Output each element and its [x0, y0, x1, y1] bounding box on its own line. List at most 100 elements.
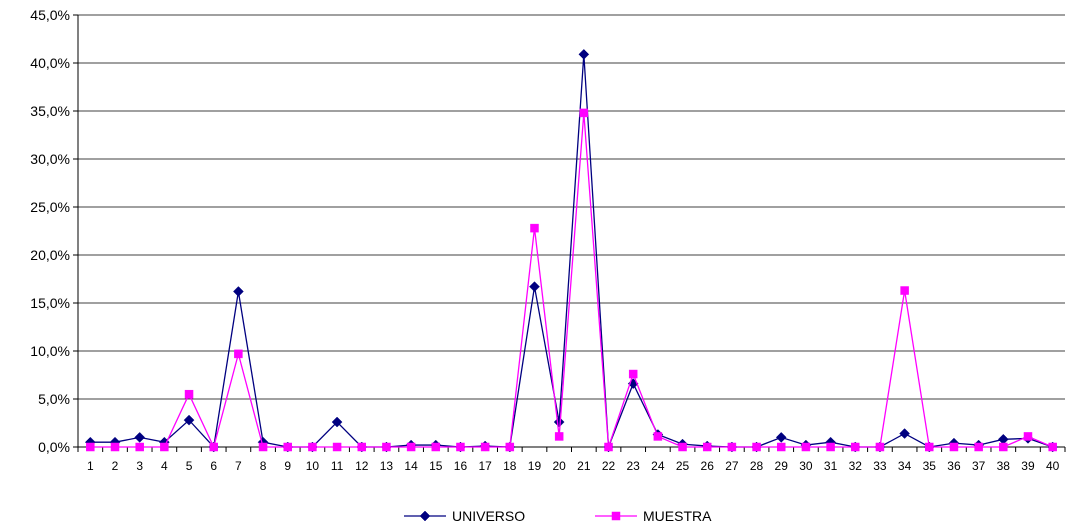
data-point-muestra — [776, 442, 786, 452]
series-line-universo — [90, 54, 1053, 449]
data-point-muestra — [160, 442, 169, 452]
data-point-muestra — [86, 442, 95, 452]
data-point-muestra — [925, 442, 934, 452]
y-axis-ticks: 0,0% 5,0% 10,0% 15,0% 20,0% 25,0% 30,0% 35,0% 40… — [30, 7, 70, 455]
y-tick-label: 40,0% — [30, 55, 70, 71]
x-tick-label: 4 — [161, 459, 168, 473]
x-tick-label: 33 — [873, 459, 887, 473]
data-point-muestra — [702, 442, 712, 452]
x-tick-label: 24 — [651, 459, 665, 473]
data-point-muestra — [530, 223, 539, 233]
x-tick-label: 26 — [701, 459, 715, 473]
data-point-muestra — [875, 442, 885, 452]
data-point-muestra — [653, 432, 663, 441]
y-tick-label: 0,0% — [38, 439, 70, 455]
x-tick-label: 6 — [210, 459, 217, 473]
x-axis-ticks: 1 2 3 4 5 6 7 8 9 10 11 12 13 14 15 16 17 18 19 20 21 22 23 24 2… — [87, 459, 1060, 473]
x-tick-label: 23 — [627, 459, 641, 473]
data-point-universo — [331, 416, 343, 428]
y-tick-label: 30,0% — [30, 151, 70, 167]
x-tick-label: 13 — [380, 459, 394, 473]
data-point-muestra — [332, 442, 342, 452]
data-point-muestra — [135, 442, 144, 452]
y-tick-label: 35,0% — [30, 103, 70, 119]
x-tick-label: 20 — [552, 459, 566, 473]
data-point-muestra — [579, 108, 589, 118]
y-tick-label: 25,0% — [30, 199, 70, 215]
data-point-muestra — [727, 442, 737, 452]
data-point-muestra — [1023, 432, 1033, 441]
data-point-muestra — [406, 442, 416, 452]
data-point-universo — [233, 286, 244, 297]
data-point-muestra — [1048, 442, 1057, 452]
x-tick-label: 15 — [429, 459, 443, 473]
data-point-muestra — [184, 389, 194, 399]
data-point-muestra — [604, 442, 613, 452]
data-point-muestra — [431, 442, 441, 452]
data-point-muestra — [110, 442, 120, 452]
x-tick-label: 19 — [528, 459, 542, 473]
x-tick-label: 3 — [136, 459, 143, 473]
data-point-muestra — [505, 442, 515, 452]
series-layer — [84, 49, 1059, 453]
x-tick-label: 40 — [1046, 459, 1060, 473]
data-point-universo — [134, 432, 146, 443]
data-point-muestra — [678, 442, 687, 452]
data-point-muestra — [999, 442, 1008, 452]
x-tick-label: 18 — [503, 459, 517, 473]
x-tick-label: 29 — [775, 459, 789, 473]
data-point-universo — [899, 428, 910, 439]
x-tick-label: 9 — [284, 459, 291, 473]
data-point-muestra — [258, 442, 268, 452]
x-tick-label: 22 — [602, 459, 616, 473]
legend: UNIVERSO MUESTRA — [404, 508, 712, 524]
y-tick-label: 15,0% — [30, 295, 70, 311]
data-point-muestra — [554, 432, 564, 441]
x-tick-label: 12 — [355, 459, 369, 473]
data-point-muestra — [357, 442, 367, 452]
data-point-universo — [529, 281, 540, 293]
data-point-muestra — [974, 442, 983, 452]
legend-label: MUESTRA — [643, 508, 712, 524]
series-line-muestra — [90, 112, 1053, 449]
gridlines — [78, 14, 1065, 400]
x-tick-label: 38 — [997, 459, 1011, 473]
x-tick-label: 27 — [725, 459, 739, 473]
x-tick-label: 11 — [331, 459, 344, 473]
y-tick-label: 10,0% — [30, 343, 70, 359]
x-tick-label: 16 — [454, 459, 468, 473]
legend-marker — [611, 511, 621, 521]
data-point-universo — [553, 416, 565, 428]
data-point-muestra — [826, 442, 835, 452]
data-point-universo — [578, 49, 590, 60]
x-tick-label: 1 — [87, 459, 94, 473]
y-tick-label: 20,0% — [30, 247, 70, 263]
data-point-muestra — [283, 442, 292, 452]
data-point-muestra — [851, 442, 860, 452]
data-point-muestra — [752, 442, 761, 452]
data-point-muestra — [900, 286, 909, 295]
legend-label: UNIVERSO — [452, 508, 525, 524]
x-tick-label: 21 — [577, 459, 591, 473]
axes — [73, 14, 1066, 452]
x-tick-label: 28 — [750, 459, 764, 473]
legend-item-muestra: MUESTRA — [595, 508, 712, 524]
x-tick-label: 8 — [260, 459, 267, 473]
x-tick-label: 25 — [676, 459, 690, 473]
x-tick-label: 36 — [947, 459, 961, 473]
data-point-muestra — [949, 442, 959, 452]
data-point-universo — [775, 432, 787, 443]
x-tick-label: 10 — [306, 459, 320, 473]
x-tick-label: 30 — [799, 459, 813, 473]
x-tick-label: 17 — [478, 459, 492, 473]
x-tick-label: 2 — [112, 459, 119, 473]
x-tick-label: 14 — [404, 459, 418, 473]
data-point-universo — [183, 414, 195, 426]
y-tick-label: 5,0% — [38, 391, 70, 407]
x-tick-label: 34 — [898, 459, 912, 473]
data-point-muestra — [456, 442, 465, 452]
data-point-muestra — [480, 442, 490, 452]
y-tick-label: 45,0% — [30, 7, 70, 23]
data-point-muestra — [209, 442, 218, 452]
